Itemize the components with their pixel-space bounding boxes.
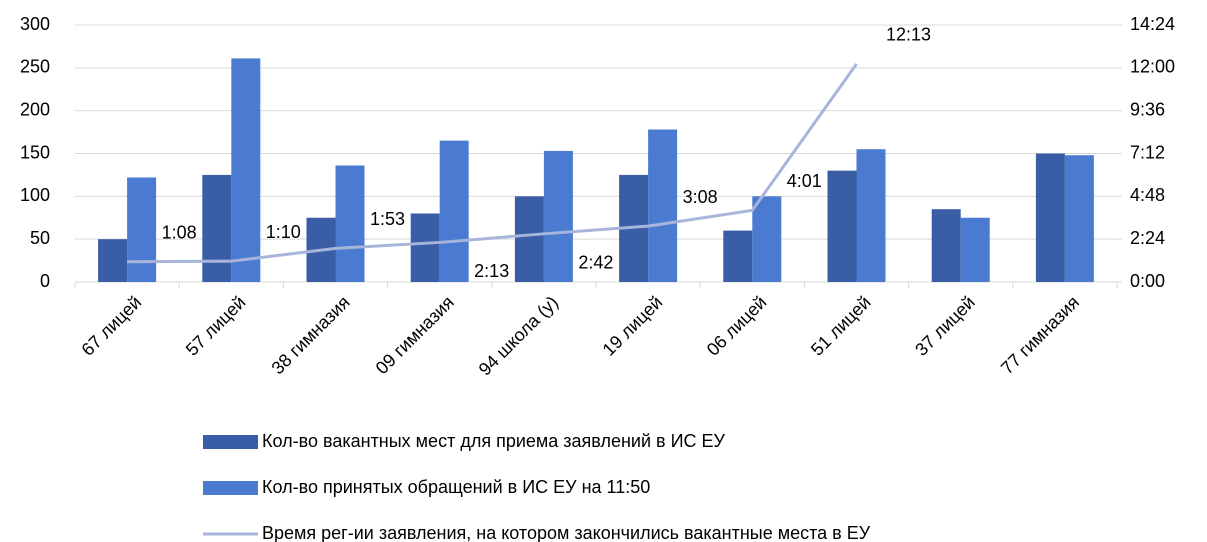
data-label: 12:13	[886, 25, 931, 45]
legend-label: Время рег-ии заявления, на котором закон…	[262, 523, 871, 542]
bar	[752, 196, 782, 282]
bar	[98, 239, 128, 282]
legend-label: Кол-во вакантных мест для приема заявлен…	[262, 431, 726, 451]
bar	[856, 149, 886, 282]
x-tick-label: 57 лицей	[182, 292, 250, 360]
data-label: 4:01	[787, 171, 822, 191]
x-tick-label: 37 лицей	[911, 292, 979, 360]
data-label: 3:08	[683, 187, 718, 207]
bar	[723, 230, 753, 282]
bar	[514, 196, 544, 282]
line	[127, 63, 858, 264]
y2-tick-label: 4:48	[1130, 185, 1165, 205]
data-label: 1:53	[370, 209, 405, 229]
legend-label: Кол-во принятых обращений в ИС ЕУ на 11:…	[262, 477, 650, 497]
bar	[231, 58, 261, 282]
bar	[960, 217, 990, 282]
y2-tick-label: 14:24	[1130, 14, 1175, 34]
bar	[931, 209, 961, 282]
x-tick-label: 38 гимназия	[268, 292, 354, 378]
x-tick-label: 51 лицей	[807, 292, 875, 360]
y2-tick-label: 9:36	[1130, 99, 1165, 119]
data-label: 2:42	[578, 253, 613, 273]
legend-swatch	[203, 481, 258, 495]
x-tick-label: 77 гимназия	[997, 292, 1083, 378]
bar	[1064, 155, 1094, 282]
bar	[543, 150, 573, 282]
y-tick-label: 50	[30, 228, 50, 248]
bar	[410, 213, 440, 282]
y-tick-label: 0	[40, 271, 50, 291]
x-tick-label: 19 лицей	[599, 292, 667, 360]
y-tick-label: 100	[20, 185, 50, 205]
x-tick-label: 67 лицей	[78, 292, 146, 360]
data-label: 1:08	[162, 223, 197, 243]
y2-tick-label: 12:00	[1130, 57, 1175, 77]
y2-tick-label: 2:24	[1130, 228, 1165, 248]
bar	[335, 165, 365, 282]
bar	[439, 140, 469, 282]
x-tick-label: 06 лицей	[703, 292, 771, 360]
y-tick-label: 150	[20, 142, 50, 162]
legend-swatch	[203, 435, 258, 449]
data-label: 2:13	[474, 261, 509, 281]
y-tick-label: 200	[20, 99, 50, 119]
bar	[127, 177, 157, 282]
y-tick-label: 250	[20, 57, 50, 77]
data-label: 1:10	[266, 222, 301, 242]
bar	[1035, 153, 1065, 282]
bar	[648, 129, 678, 282]
x-tick-label: 94 школа (у)	[475, 292, 562, 379]
x-tick-label: 09 гимназия	[372, 292, 458, 378]
y2-tick-label: 0:00	[1130, 271, 1165, 291]
y-tick-label: 300	[20, 14, 50, 34]
bar	[202, 174, 232, 282]
bar	[827, 170, 857, 282]
y2-tick-label: 7:12	[1130, 142, 1165, 162]
